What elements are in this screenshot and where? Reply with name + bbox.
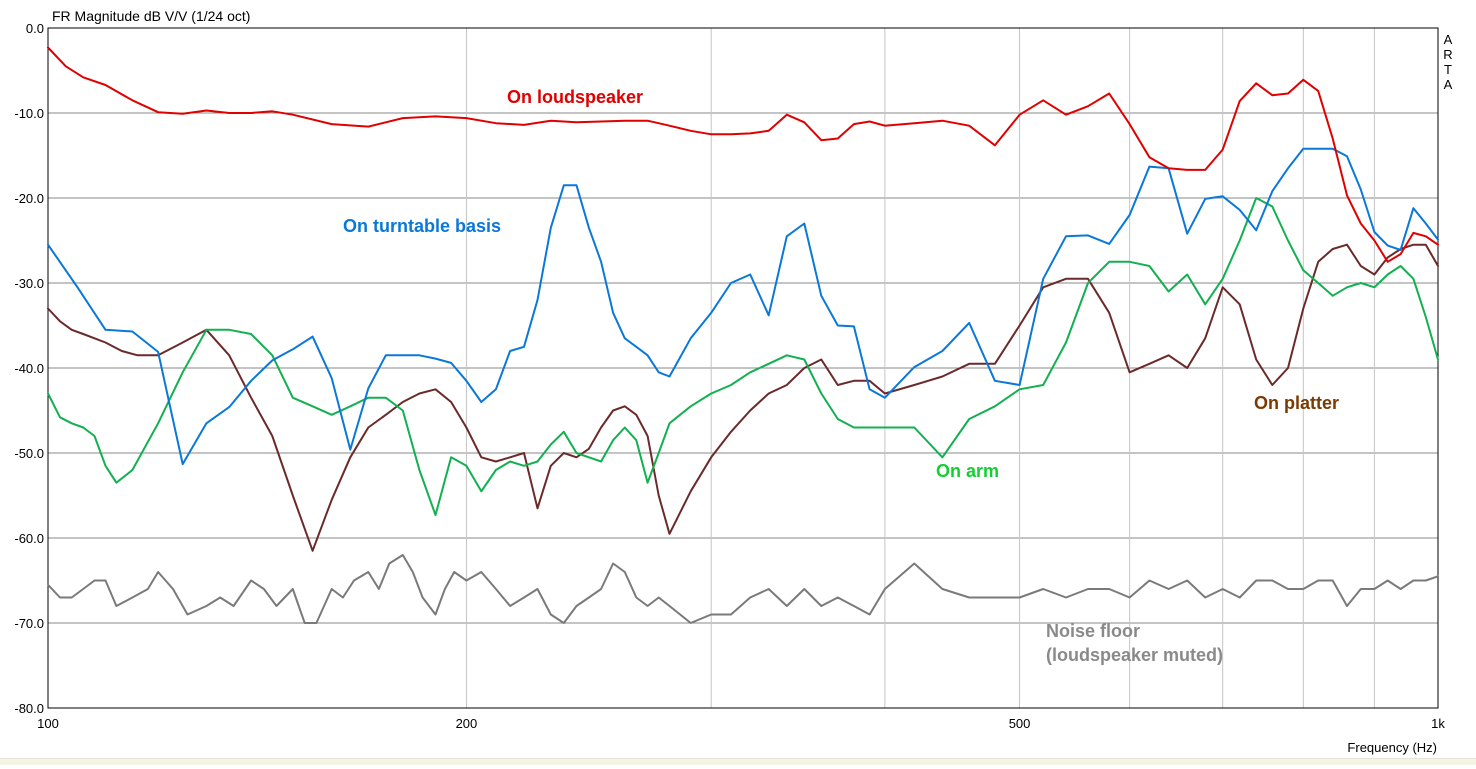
x-tick-label: 1k <box>1431 716 1445 731</box>
x-axis-tick-labels: 100 200 500 1k <box>37 716 1445 731</box>
arta-brand-letter: A <box>1444 77 1453 92</box>
y-tick-label: -20.0 <box>14 191 44 206</box>
x-tick-label: 500 <box>1009 716 1031 731</box>
arta-brand-letter: T <box>1444 62 1452 77</box>
annotation-on-turntable-basis: On turntable basis <box>343 216 501 236</box>
annotation-on-platter: On platter <box>1254 393 1339 413</box>
y-tick-label: -40.0 <box>14 361 44 376</box>
y-tick-label: -80.0 <box>14 701 44 716</box>
series-line-on-platter <box>47 243 1439 552</box>
y-tick-label: -10.0 <box>14 106 44 121</box>
series-layer <box>47 46 1439 624</box>
grid-layer <box>48 28 1438 708</box>
annotation-on-loudspeaker: On loudspeaker <box>507 87 643 107</box>
arta-brand-letter: R <box>1443 47 1452 62</box>
plot-frame <box>47 27 1439 709</box>
series-line-noise-floor <box>47 554 1439 624</box>
annotation-noise-floor: Noise floor <box>1046 621 1140 641</box>
chart-title: FR Magnitude dB V/V (1/24 oct) <box>52 8 250 24</box>
y-axis-tick-labels: 0.0 -10.0 -20.0 -30.0 -40.0 -50.0 -60.0 -70.0 -8… <box>14 21 44 716</box>
series-line-on-turntable-basis <box>47 147 1439 466</box>
y-tick-label: 0.0 <box>26 21 44 36</box>
annotation-on-arm: On arm <box>936 461 999 481</box>
series-line-on-arm <box>47 197 1439 516</box>
y-tick-label: -30.0 <box>14 276 44 291</box>
arta-brand-letter: A <box>1444 32 1453 47</box>
y-tick-label: -50.0 <box>14 446 44 461</box>
x-tick-label: 100 <box>37 716 59 731</box>
x-axis-label: Frequency (Hz) <box>1347 740 1437 755</box>
window-status-strip <box>0 758 1476 765</box>
y-tick-label: -70.0 <box>14 616 44 631</box>
x-tick-label: 200 <box>456 716 478 731</box>
y-tick-label: -60.0 <box>14 531 44 546</box>
series-line-on-loudspeaker <box>47 46 1439 263</box>
annotation-loudspeaker-muted: (loudspeaker muted) <box>1046 645 1223 665</box>
